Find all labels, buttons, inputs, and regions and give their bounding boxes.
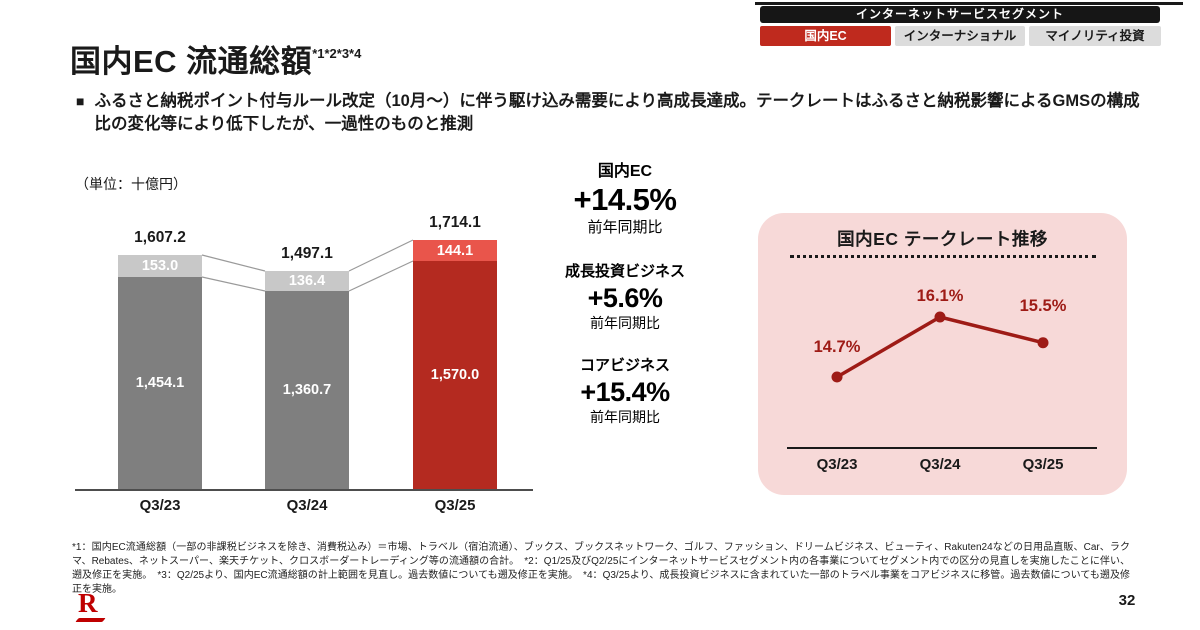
metric-sub: 前年同期比 [590, 409, 660, 425]
metric-value: +15.4% [580, 377, 670, 407]
bar-category-label: Q3/24 [286, 497, 328, 514]
page-title: 国内EC 流通総額*1*2*3*4 [70, 36, 361, 81]
footnotes: *1：国内EC流通総額（一部の非課税ビジネスを除き、消費税込み）＝市場、トラベル… [72, 542, 1130, 595]
tab-minority-investment[interactable]: マイノリティ投資 [1029, 26, 1161, 46]
page-number: 32 [1118, 592, 1136, 609]
tab-domestic-ec[interactable]: 国内EC [760, 26, 891, 46]
metric-label: コアビジネス [579, 357, 670, 374]
metric-sub: 前年同期比 [590, 315, 660, 331]
metric-growth-investment: 成長投資ビジネス +5.6% 前年同期比 [545, 262, 705, 332]
bar-category-label: Q3/23 [139, 497, 181, 514]
line-point [1037, 337, 1049, 349]
bar-segment-growth: 144.1 [413, 240, 497, 261]
bar-segment-growth: 136.4 [265, 271, 349, 291]
x-axis-line [75, 489, 533, 491]
bar-segment-core: 1,360.7 [265, 291, 349, 489]
line-point [934, 311, 946, 323]
take-rate-line-chart: 14.7% Q3/23 16.1% Q3/24 15.5% Q3/25 [758, 213, 1127, 495]
summary-bullet: ■ ふるさと納税ポイント付与ルール改定（10月～）に伴う駆け込み需要により高成長… [76, 90, 1151, 136]
bar-total-label: 1,714.1 [429, 214, 481, 231]
metric-sub: 前年同期比 [587, 219, 663, 236]
bar-segment-growth: 153.0 [118, 255, 202, 277]
line-category-label: Q3/24 [919, 456, 961, 473]
logo-underline [75, 618, 106, 622]
take-rate-title: 国内EC テークレート推移 [837, 229, 1048, 249]
connector-line [348, 260, 414, 292]
line-point [831, 371, 843, 383]
segment-top-rule [755, 2, 1183, 5]
gms-bar-chart: （単位：十億円） 153.0 1,454.1 1,607.2 Q3/23 136.4 1,… [75, 160, 535, 520]
connector-line [201, 254, 266, 272]
take-rate-panel: 国内EC テークレート推移 14.7% Q3/23 16.1% Q3/24 15.5% Q… [758, 213, 1127, 495]
metric-value: +14.5% [573, 182, 677, 217]
metric-domestic-ec: 国内EC +14.5% 前年同期比 [545, 162, 705, 238]
yoy-metrics: 国内EC +14.5% 前年同期比 成長投資ビジネス +5.6% 前年同期比 コ… [545, 162, 705, 426]
bar-segment-core: 1,570.0 [413, 261, 497, 489]
connector-line [201, 276, 266, 292]
metric-label: 国内EC [597, 163, 653, 180]
line-point-label: 14.7% [813, 338, 861, 356]
bullet-square-icon: ■ [76, 93, 85, 109]
rakuten-logo-icon: R [75, 588, 106, 622]
tab-international[interactable]: インターナショナル [895, 26, 1025, 46]
bar-category-label: Q3/25 [434, 497, 476, 514]
metric-label: 成長投資ビジネス [564, 263, 685, 280]
segment-header: インターネットサービスセグメント [760, 6, 1160, 23]
line-category-label: Q3/23 [816, 456, 858, 473]
line-point-label: 15.5% [1019, 296, 1067, 315]
connector-line [348, 239, 414, 272]
line-category-label: Q3/25 [1022, 456, 1064, 473]
bar-total-label: 1,607.2 [134, 229, 186, 246]
metric-core-business: コアビジネス +15.4% 前年同期比 [545, 356, 705, 426]
logo-letter: R [78, 588, 98, 618]
page-title-text: 国内EC 流通総額 [70, 44, 313, 79]
page-title-footnote-marks: *1*2*3*4 [312, 46, 362, 61]
bar-connector-lines [201, 239, 414, 292]
metric-value: +5.6% [587, 283, 663, 313]
take-rate-svg [787, 311, 1097, 449]
bar-total-label: 1,497.1 [281, 245, 333, 262]
dotted-divider [789, 255, 1096, 258]
summary-text: ふるさと納税ポイント付与ルール改定（10月～）に伴う駆け込み需要により高成長達成… [94, 92, 1140, 133]
line-point-label: 16.1% [916, 286, 964, 305]
unit-label: （単位：十億円） [75, 176, 187, 192]
bar-segment-core: 1,454.1 [118, 277, 202, 489]
